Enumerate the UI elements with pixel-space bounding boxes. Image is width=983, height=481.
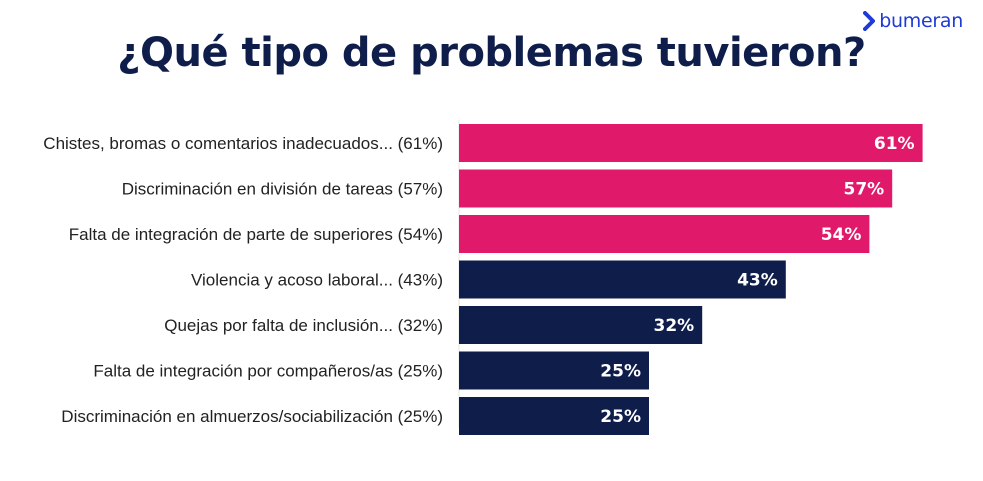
brand-name: bumeran [879, 10, 963, 32]
bar [459, 169, 893, 208]
bar [459, 351, 649, 390]
bar [459, 397, 649, 435]
bar-value-label: 25% [600, 362, 641, 382]
chart-title: ¿Qué tipo de problemas tuvieron? [117, 30, 866, 76]
bar-value-label: 61% [874, 134, 915, 154]
category-label: Discriminación en división de tareas (57… [122, 180, 443, 199]
bar-value-label: 43% [737, 271, 778, 291]
category-label: Quejas por falta de inclusión... (32%) [164, 316, 443, 335]
category-label: Falta de integración por compañeros/as (… [93, 362, 443, 381]
category-label: Falta de integración de parte de superio… [69, 225, 443, 244]
category-label: Violencia y acoso laboral... (43%) [191, 271, 443, 290]
bar [459, 124, 923, 162]
chevron-right-icon [863, 11, 876, 31]
category-label: Chistes, bromas o comentarios inadecuado… [43, 134, 443, 153]
bar [459, 306, 703, 344]
bar [459, 260, 786, 299]
bar-value-label: 57% [843, 180, 884, 200]
bar-value-label: 32% [653, 316, 694, 336]
bar-value-label: 54% [821, 225, 862, 245]
bar [459, 215, 870, 253]
category-label: Discriminación en almuerzos/sociabilizac… [61, 407, 443, 426]
bar-value-label: 25% [600, 407, 641, 427]
brand-logo: bumeran [863, 10, 963, 32]
